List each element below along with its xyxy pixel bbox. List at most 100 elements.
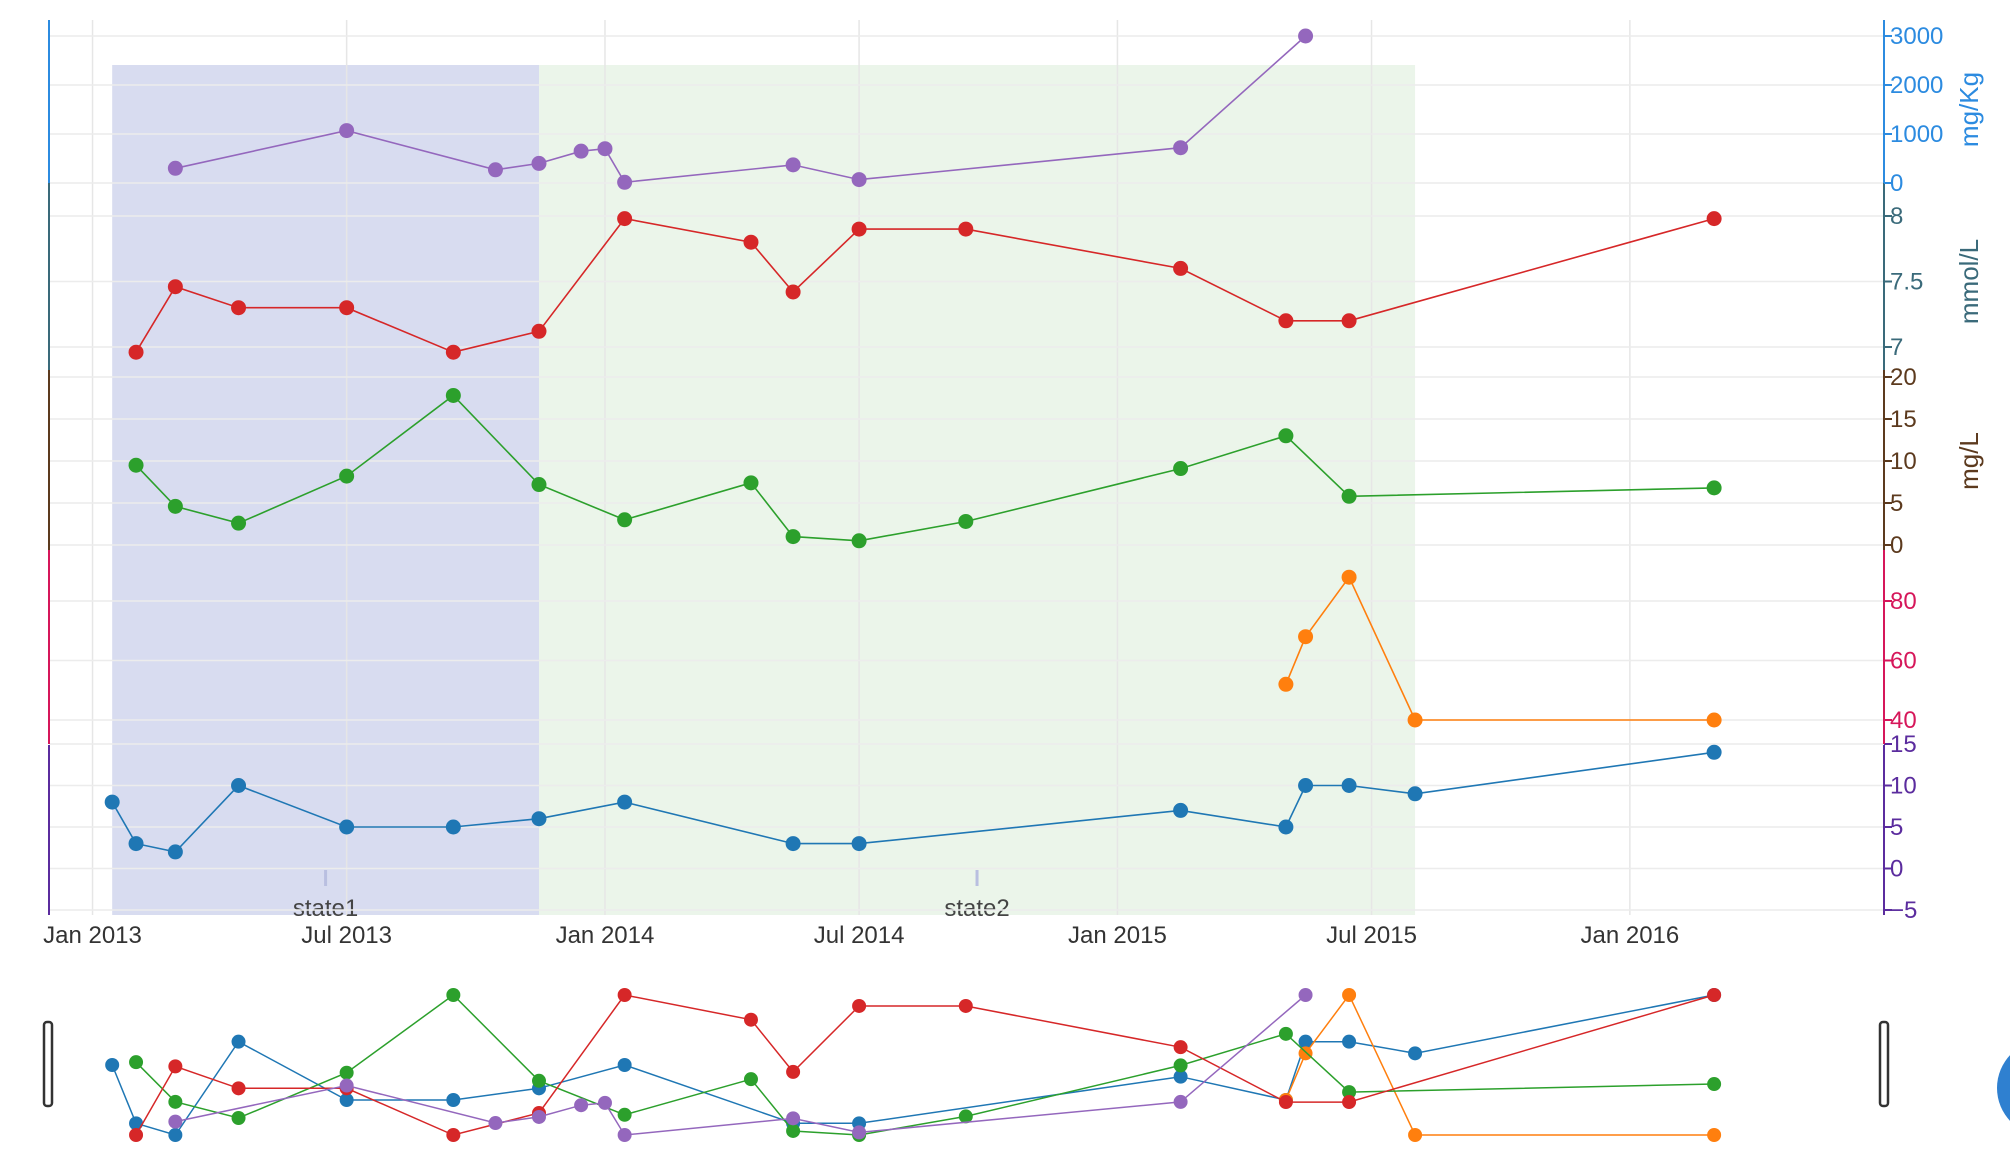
data-point-orange[interactable]: [1298, 629, 1314, 645]
mini-data-point-green: [339, 1065, 354, 1080]
range-slider[interactable]: [42, 988, 2010, 1142]
data-point-blue[interactable]: [1706, 744, 1722, 760]
data-point-blue[interactable]: [445, 819, 461, 835]
data-point-purple[interactable]: [531, 155, 547, 171]
data-point-purple[interactable]: [339, 123, 355, 139]
mini-data-point-purple: [531, 1109, 546, 1124]
data-point-blue[interactable]: [339, 819, 355, 835]
data-point-blue[interactable]: [851, 836, 867, 852]
data-point-green[interactable]: [339, 468, 355, 484]
data-point-red[interactable]: [231, 300, 247, 316]
data-point-red[interactable]: [958, 221, 974, 237]
data-point-green[interactable]: [785, 529, 801, 545]
data-point-blue[interactable]: [1298, 778, 1314, 793]
data-point-blue[interactable]: [531, 811, 547, 827]
data-point-red[interactable]: [785, 284, 801, 300]
data-point-purple[interactable]: [1298, 28, 1314, 44]
data-point-blue[interactable]: [1407, 786, 1423, 802]
data-point-green[interactable]: [1341, 488, 1357, 504]
data-point-orange[interactable]: [1407, 712, 1423, 728]
data-point-green[interactable]: [167, 498, 183, 514]
data-point-green[interactable]: [743, 475, 759, 491]
mini-data-point-red: [743, 1012, 758, 1027]
data-point-red[interactable]: [445, 344, 461, 360]
data-point-blue[interactable]: [1341, 778, 1357, 793]
data-point-blue[interactable]: [167, 844, 183, 860]
mini-data-point-green: [1707, 1077, 1722, 1092]
y-tick-label: 20: [1890, 364, 1917, 391]
data-point-blue[interactable]: [1278, 819, 1294, 835]
mini-series-line-blue: [111, 994, 1715, 1136]
y-tick-label: 10: [1890, 448, 1917, 475]
range-handle-right[interactable]: [1878, 1020, 1890, 1108]
mini-data-point-purple: [786, 1111, 801, 1126]
data-point-green[interactable]: [617, 512, 633, 528]
data-point-blue[interactable]: [785, 836, 801, 852]
data-point-green[interactable]: [445, 387, 461, 403]
data-point-blue[interactable]: [104, 794, 120, 810]
data-point-red[interactable]: [339, 300, 355, 316]
mini-data-point-red: [617, 988, 632, 1002]
mini-data-point-green: [168, 1094, 183, 1109]
data-point-orange[interactable]: [1706, 712, 1722, 728]
mini-data-point-red: [231, 1081, 246, 1096]
data-point-purple[interactable]: [573, 143, 589, 159]
floating-action-button[interactable]: [1997, 1040, 2010, 1136]
mini-data-point-blue: [1342, 1034, 1357, 1049]
data-point-red[interactable]: [531, 323, 547, 339]
series-line-blue: [111, 751, 1715, 853]
data-point-purple[interactable]: [1173, 140, 1189, 156]
y-tick-label: −5: [1890, 897, 1917, 924]
data-point-orange[interactable]: [1278, 676, 1294, 692]
data-point-green[interactable]: [958, 513, 974, 529]
data-point-purple[interactable]: [617, 174, 633, 190]
x-tick-label: Jan 2013: [43, 922, 142, 949]
data-point-red[interactable]: [1706, 211, 1722, 227]
mini-data-point-purple: [488, 1116, 503, 1131]
data-point-purple[interactable]: [597, 141, 613, 157]
x-tick-label: Jul 2013: [301, 922, 392, 949]
data-point-red[interactable]: [1173, 260, 1189, 276]
mini-data-point-orange: [1298, 1046, 1313, 1061]
mini-data-point-blue: [1298, 1034, 1313, 1049]
data-point-red[interactable]: [617, 211, 633, 227]
data-point-red[interactable]: [851, 221, 867, 237]
data-point-green[interactable]: [531, 477, 547, 493]
data-point-green[interactable]: [231, 515, 247, 531]
data-point-red[interactable]: [167, 279, 183, 295]
data-point-blue[interactable]: [128, 836, 144, 852]
mini-data-point-blue: [105, 1058, 120, 1072]
mini-data-point-red: [446, 1128, 461, 1142]
y-tick-label: 0: [1890, 532, 1903, 559]
data-point-purple[interactable]: [167, 160, 183, 176]
mini-data-point-green: [129, 1055, 144, 1070]
data-point-red[interactable]: [1341, 313, 1357, 329]
x-tick-label: Jul 2014: [814, 922, 905, 949]
mini-data-point-blue: [617, 1058, 632, 1072]
data-point-orange[interactable]: [1341, 569, 1357, 585]
data-point-purple[interactable]: [785, 157, 801, 173]
y-tick-label: 8: [1890, 203, 1903, 230]
data-point-red[interactable]: [743, 234, 759, 250]
mini-data-point-green: [231, 1111, 246, 1126]
y-tick-label: 0: [1890, 170, 1903, 197]
data-point-blue[interactable]: [1173, 802, 1189, 818]
data-point-green[interactable]: [851, 533, 867, 549]
y-axis-title-y5: mg/Kg: [1954, 72, 1984, 147]
data-point-red[interactable]: [1278, 313, 1294, 329]
data-point-purple[interactable]: [487, 162, 503, 178]
data-point-green[interactable]: [1173, 461, 1189, 477]
data-point-green[interactable]: [1278, 428, 1294, 444]
data-point-green[interactable]: [1706, 480, 1722, 496]
data-point-red[interactable]: [128, 344, 144, 360]
mini-data-point-green: [531, 1073, 546, 1088]
data-point-green[interactable]: [128, 457, 144, 473]
data-point-blue[interactable]: [231, 778, 247, 793]
region-label-state2: state2: [944, 895, 1009, 922]
data-point-blue[interactable]: [617, 794, 633, 810]
mini-data-point-purple: [617, 1128, 632, 1142]
range-handle-left[interactable]: [42, 1020, 54, 1108]
data-point-purple[interactable]: [851, 172, 867, 188]
mini-data-point-green: [617, 1107, 632, 1122]
